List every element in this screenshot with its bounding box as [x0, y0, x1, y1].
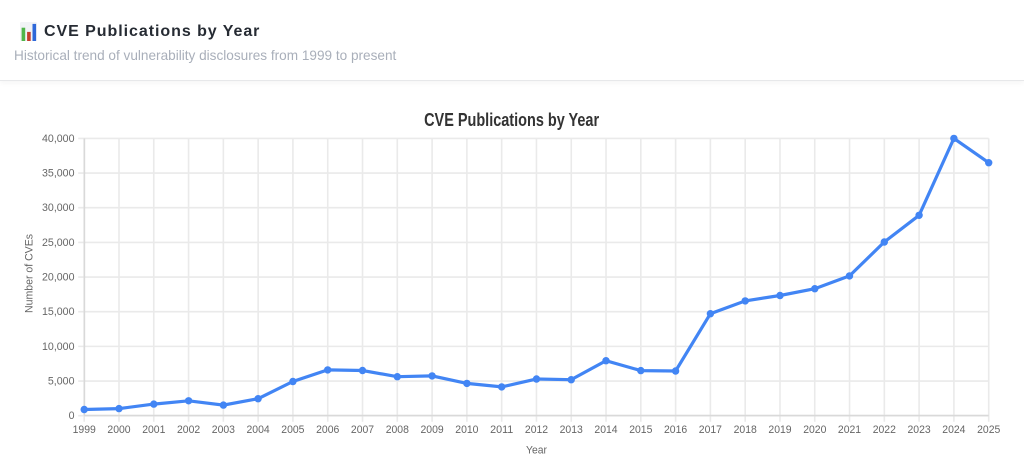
- svg-text:0: 0: [69, 410, 75, 422]
- svg-text:Number of CVEs: Number of CVEs: [24, 234, 36, 313]
- svg-text:2003: 2003: [212, 424, 235, 436]
- svg-text:2023: 2023: [908, 424, 931, 436]
- svg-text:CVE Publications by Year: CVE Publications by Year: [424, 110, 599, 130]
- svg-text:20,000: 20,000: [42, 271, 75, 283]
- svg-text:2006: 2006: [316, 424, 339, 436]
- svg-text:30,000: 30,000: [42, 202, 75, 214]
- svg-text:2008: 2008: [386, 424, 409, 436]
- svg-text:2021: 2021: [838, 424, 861, 436]
- svg-text:2000: 2000: [107, 424, 130, 436]
- svg-text:2019: 2019: [768, 424, 791, 436]
- svg-text:2022: 2022: [873, 424, 896, 436]
- svg-text:2009: 2009: [421, 424, 444, 436]
- svg-text:2012: 2012: [525, 424, 548, 436]
- svg-text:40,000: 40,000: [42, 133, 75, 145]
- svg-text:2004: 2004: [247, 424, 270, 436]
- svg-text:1999: 1999: [73, 424, 96, 436]
- svg-text:2013: 2013: [560, 424, 583, 436]
- svg-text:2015: 2015: [629, 424, 652, 436]
- svg-text:2016: 2016: [664, 424, 687, 436]
- svg-text:2014: 2014: [594, 424, 617, 436]
- svg-text:2010: 2010: [455, 424, 478, 436]
- svg-text:2007: 2007: [351, 424, 374, 436]
- svg-text:2018: 2018: [734, 424, 757, 436]
- svg-text:2001: 2001: [142, 424, 165, 436]
- svg-text:2025: 2025: [977, 424, 1000, 436]
- svg-text:5,000: 5,000: [48, 375, 75, 387]
- svg-text:35,000: 35,000: [42, 168, 75, 180]
- svg-text:2011: 2011: [490, 424, 513, 436]
- svg-text:15,000: 15,000: [42, 306, 75, 318]
- svg-text:2020: 2020: [803, 424, 826, 436]
- svg-text:2017: 2017: [699, 424, 722, 436]
- svg-text:2005: 2005: [281, 424, 304, 436]
- svg-text:Year: Year: [526, 445, 547, 457]
- svg-text:25,000: 25,000: [42, 237, 75, 249]
- svg-text:10,000: 10,000: [42, 341, 75, 353]
- svg-text:2024: 2024: [942, 424, 965, 436]
- svg-text:2002: 2002: [177, 424, 200, 436]
